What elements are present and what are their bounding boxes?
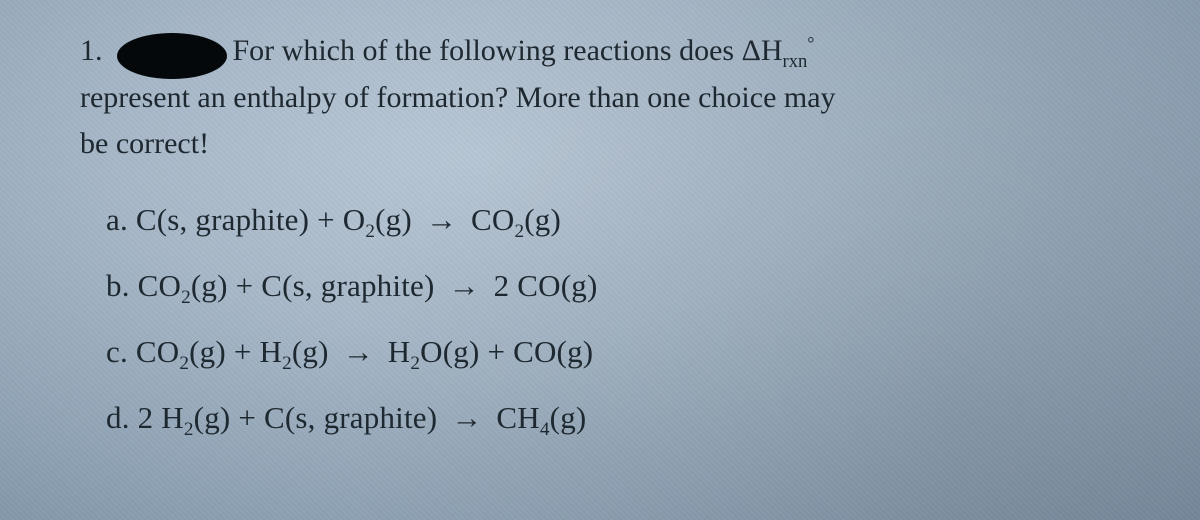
formula-text: (g) bbox=[524, 202, 561, 237]
formula-text: + bbox=[309, 202, 343, 237]
subscript: 2 bbox=[184, 419, 194, 440]
formula-text: (g) bbox=[189, 334, 226, 369]
option-label: c. bbox=[106, 334, 136, 369]
subscript: 2 bbox=[365, 221, 375, 242]
formula-text: C(s, graphite) bbox=[261, 268, 434, 303]
formula-text: O bbox=[343, 202, 366, 237]
redaction-oval bbox=[117, 33, 227, 79]
formula-text: CH bbox=[496, 400, 539, 435]
formula-text: + bbox=[230, 400, 264, 435]
question-block: 1. For which of the following reactions d… bbox=[0, 0, 1200, 442]
option-label: d. bbox=[106, 400, 138, 435]
option-row: b. CO2(g) + C(s, graphite) → 2 CO(g) bbox=[106, 262, 1140, 310]
formula-text: CO bbox=[136, 334, 179, 369]
stem-text-3: be correct! bbox=[80, 127, 209, 160]
formula-text: H bbox=[388, 334, 411, 369]
reaction-arrow-icon: → bbox=[329, 334, 388, 369]
formula-text: 2 H bbox=[138, 400, 184, 435]
formula-text: CO(g) bbox=[513, 334, 593, 369]
delta-h-symbol: ΔHrxn° bbox=[742, 34, 815, 67]
option-row: d. 2 H2(g) + C(s, graphite) → CH4(g) bbox=[106, 394, 1140, 442]
subscript: 2 bbox=[179, 353, 189, 374]
formula-text: 2 CO(g) bbox=[494, 268, 598, 303]
formula-text: H bbox=[259, 334, 282, 369]
formula-text: O(g) bbox=[420, 334, 479, 369]
option-row: c. CO2(g) + H2(g) → H2O(g) + CO(g) bbox=[106, 328, 1140, 376]
formula-text: (g) bbox=[191, 268, 228, 303]
subscript: 2 bbox=[282, 353, 292, 374]
stem-text-1: For which of the following reactions doe… bbox=[233, 34, 742, 67]
formula-text: (g) bbox=[292, 334, 329, 369]
subscript: 2 bbox=[514, 221, 524, 242]
stem-text-2: represent an enthalpy of formation? More… bbox=[80, 81, 836, 114]
option-label: a. bbox=[106, 202, 136, 237]
subscript: 2 bbox=[410, 353, 420, 374]
formula-text: (g) bbox=[194, 400, 231, 435]
formula-text: C(s, graphite) bbox=[136, 202, 309, 237]
formula-text: CO bbox=[138, 268, 181, 303]
formula-text: C(s, graphite) bbox=[264, 400, 437, 435]
formula-text: + bbox=[228, 268, 262, 303]
option-row: a. C(s, graphite) + O2(g) → CO2(g) bbox=[106, 196, 1140, 244]
formula-text: + bbox=[226, 334, 260, 369]
reaction-arrow-icon: → bbox=[435, 268, 494, 303]
reaction-arrow-icon: → bbox=[437, 400, 496, 435]
option-label: b. bbox=[106, 268, 138, 303]
question-stem: 1. For which of the following reactions d… bbox=[80, 28, 1140, 168]
formula-text: + bbox=[480, 334, 514, 369]
reaction-arrow-icon: → bbox=[412, 202, 471, 237]
subscript: 4 bbox=[540, 419, 550, 440]
options-list: a. C(s, graphite) + O2(g) → CO2(g)b. CO2… bbox=[80, 196, 1140, 442]
formula-text: CO bbox=[471, 202, 514, 237]
subscript: 2 bbox=[181, 287, 191, 308]
question-number: 1. bbox=[80, 28, 103, 75]
formula-text: (g) bbox=[550, 400, 587, 435]
formula-text: (g) bbox=[375, 202, 412, 237]
